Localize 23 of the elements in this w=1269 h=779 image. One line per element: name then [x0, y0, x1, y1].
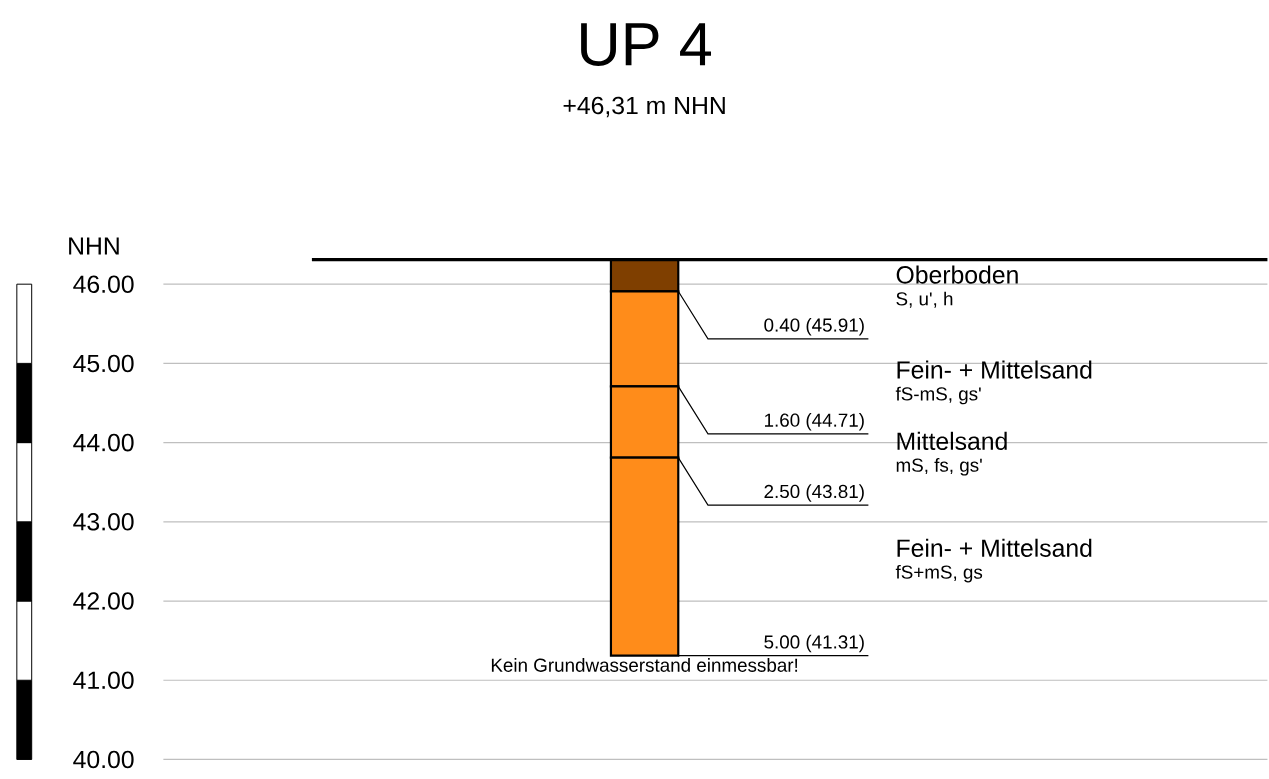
- annotation: mS, fs, gs': [896, 457, 982, 476]
- chart-title: UP 4: [581, 23, 712, 66]
- text: Oberboden: [896, 265, 1018, 284]
- chart-subtitle: +46,31 m NHN: [563, 96, 725, 118]
- y-tick-label: 43.00: [73, 512, 134, 531]
- y-tick-label: 42.00: [73, 592, 134, 610]
- annotation: Kein Grundwasserstand einmessbar!: [491, 657, 798, 672]
- annotation: fS-mS, gs': [895, 386, 981, 405]
- text: Fein- + Mittelsand: [897, 538, 1092, 557]
- annotation: S, u', h: [896, 291, 953, 308]
- y-axis-title: NHN: [69, 237, 119, 255]
- annotation: 2.50 (43.81): [764, 484, 864, 502]
- annotation: fS+mS, gs: [895, 564, 983, 583]
- y-tick-label: 45.00: [73, 354, 134, 373]
- annotation: 0.40 (45.91): [764, 317, 864, 336]
- y-tick-label: 46.00: [73, 275, 134, 293]
- annotation: 1.60 (44.71): [764, 412, 864, 431]
- y-tick-label: 41.00: [73, 671, 134, 689]
- text: Mittelsand: [897, 431, 1007, 450]
- y-tick-label: 44.00: [73, 433, 134, 452]
- text: Fein- + Mittelsand: [897, 360, 1092, 379]
- y-tick-label: 40.00: [73, 750, 134, 769]
- annotation: 5.00 (41.31): [764, 634, 864, 653]
